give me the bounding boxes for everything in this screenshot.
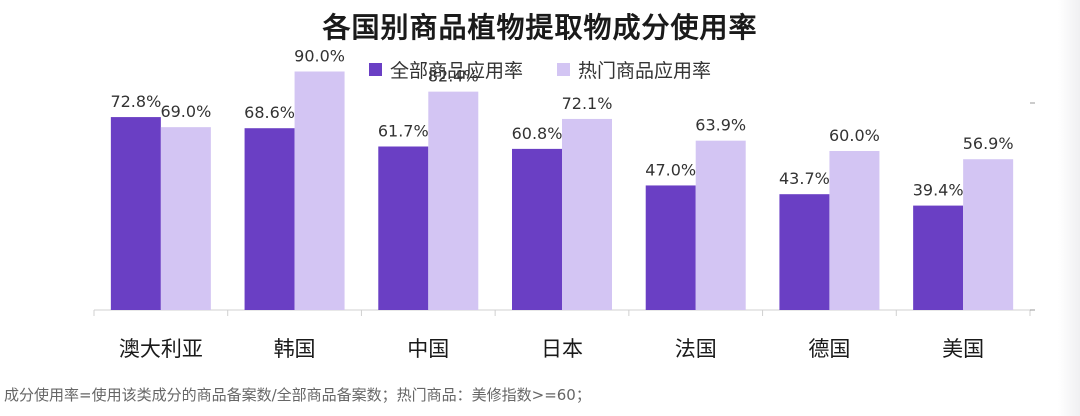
data-label-all: 47.0% (645, 160, 696, 179)
data-label-all: 39.4% (913, 181, 964, 200)
data-label-all: 43.7% (779, 169, 830, 188)
bar-chart: 72.8%69.0% 澳大利亚 68.6% 90.0% 韩国 61.7% 82.4% 中国 60… (93, 47, 1035, 361)
x-tick-label: 德国 (808, 337, 850, 361)
x-tick-label: 美国 (942, 337, 984, 361)
bar-hot (695, 140, 746, 310)
legend-label-hot: 热门商品应用率 (578, 60, 712, 82)
data-label-all: 60.8% (512, 124, 563, 143)
x-tick-label: 澳大利亚 (119, 337, 203, 361)
bar-hot (428, 91, 479, 310)
data-label-hot: 63.9% (695, 116, 746, 135)
data-label-all: 61.7% (378, 121, 429, 140)
bar-hot (160, 127, 211, 311)
data-label-hot: 60.0% (829, 126, 880, 145)
legend-item-all: 全部商品应用率 (368, 56, 523, 83)
chart-title: 各国别商品植物提取物成分使用率 (322, 11, 758, 44)
data-label-all: 68.6% (244, 103, 295, 122)
bar-hot (963, 159, 1014, 310)
right-edge-shade (1058, 0, 1080, 416)
x-tick-label: 韩国 (274, 337, 316, 361)
legend-swatch-hot (557, 63, 570, 76)
data-label-hot: 72.1% (562, 94, 613, 113)
bar-all (779, 194, 830, 310)
data-label-hot: 90.0% (294, 47, 345, 66)
bar-all (913, 205, 964, 310)
bar-all (645, 185, 696, 310)
x-tick-label: 日本 (541, 337, 583, 361)
bar-all (512, 148, 562, 310)
legend-label-all: 全部商品应用率 (389, 60, 523, 82)
bar-all (378, 146, 429, 310)
legend-swatch-all (368, 63, 382, 76)
data-label-hot: 69.0% (160, 102, 211, 121)
data-label-hot: 82.4% (428, 67, 479, 86)
data-label-all: 72.8% (110, 92, 161, 111)
bar-hot (562, 118, 612, 310)
bar-hot (294, 71, 345, 310)
x-tick-label: 法国 (675, 337, 717, 361)
data-label-hot: 56.9% (963, 134, 1014, 153)
bar-all (110, 117, 161, 310)
legend: 全部商品应用率 热门商品应用率 (0, 56, 1080, 83)
bar-hot (829, 151, 880, 310)
x-tick-label: 中国 (407, 337, 449, 361)
footnote: 成分使用率=使用该类成分的商品备案数/全部商品备案数；热门商品：美修指数>=60… (4, 386, 591, 404)
bar-all (244, 128, 295, 310)
legend-item-hot: 热门商品应用率 (557, 56, 711, 83)
